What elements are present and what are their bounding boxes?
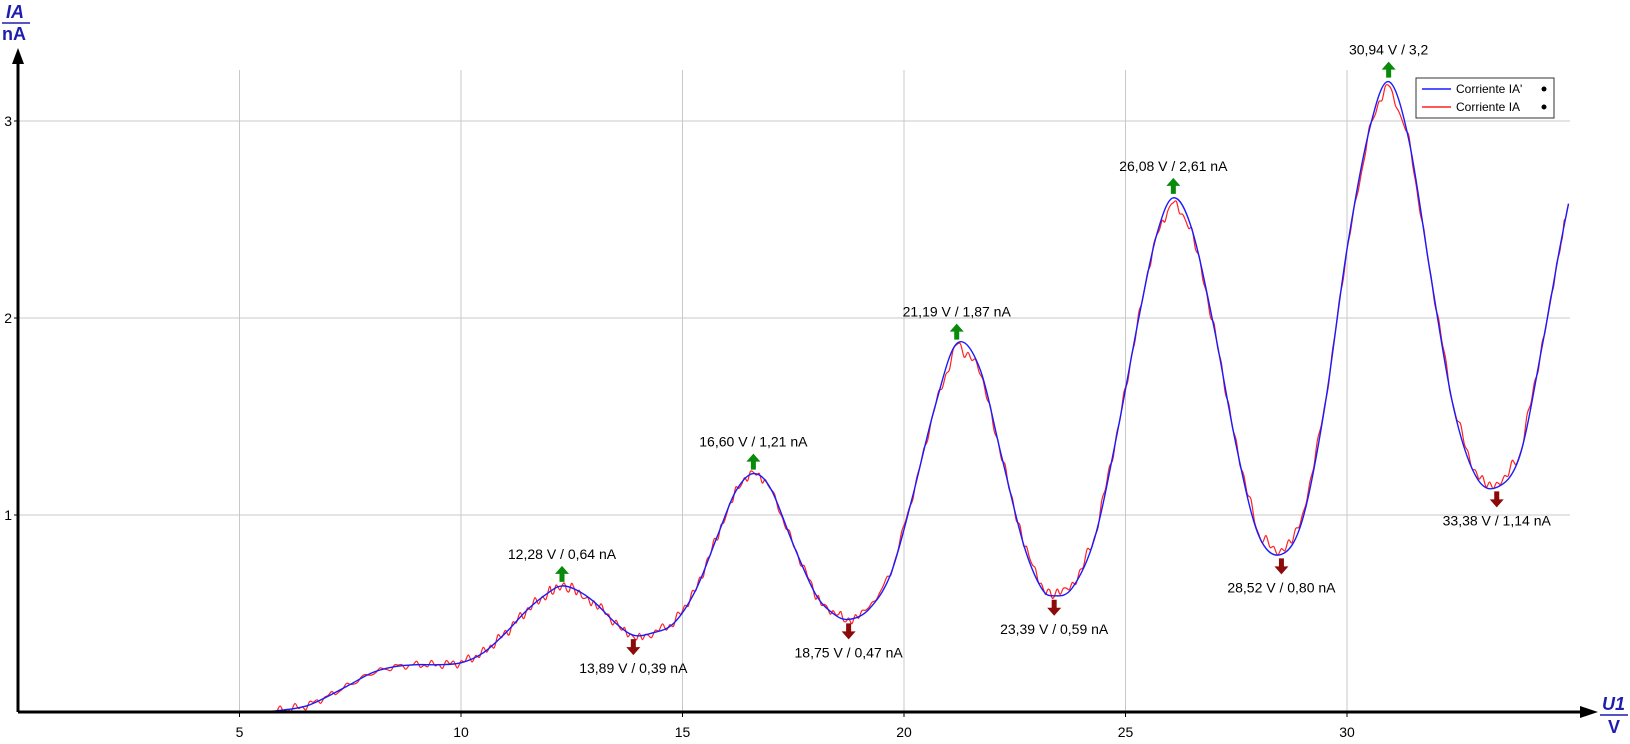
x-tick-labels: 5 10 15 20 25 30 xyxy=(236,712,1355,740)
annotation-label: 23,39 V / 0,59 nA xyxy=(1000,621,1109,637)
max-annotation: 12,28 V / 0,64 nA xyxy=(508,546,617,582)
x-tick-label: 5 xyxy=(236,724,244,740)
arrow-down-icon xyxy=(1274,558,1289,575)
axes xyxy=(12,48,1598,718)
max-annotation: 30,94 V / 3,2 xyxy=(1349,42,1429,78)
grid xyxy=(18,70,1570,712)
arrow-up-icon xyxy=(1381,61,1396,78)
y-axis-unit: nA xyxy=(2,24,26,44)
series-line-corriente-ia-prime xyxy=(18,80,1570,713)
legend-dot-icon xyxy=(1541,104,1547,110)
y-tick-label: 3 xyxy=(4,113,12,129)
annotation-label: 30,94 V / 3,2 xyxy=(1349,42,1429,58)
min-annotation: 28,52 V / 0,80 nA xyxy=(1227,558,1336,595)
annotation-label: 18,75 V / 0,47 nA xyxy=(795,644,904,660)
min-annotation: 23,39 V / 0,59 nA xyxy=(1000,599,1109,637)
annotation-label: 33,38 V / 1,14 nA xyxy=(1443,512,1552,528)
y-axis-label: IA xyxy=(6,2,24,22)
legend: Corriente IA' Corriente IA xyxy=(1415,77,1555,119)
min-annotation: 18,75 V / 0,47 nA xyxy=(795,623,904,660)
y-tick-label: 1 xyxy=(4,507,12,523)
x-axis-arrow-icon xyxy=(1580,706,1598,718)
legend-label-0: Corriente IA' xyxy=(1456,82,1522,96)
peak-annotations: 12,28 V / 0,64 nA 13,89 V / 0,39 nA 16,60 … xyxy=(508,42,1552,677)
max-annotation: 16,60 V / 1,21 nA xyxy=(699,434,808,470)
legend-dot-icon xyxy=(1541,86,1547,92)
annotation-label: 12,28 V / 0,64 nA xyxy=(508,546,617,562)
x-axis-label: U1 xyxy=(1602,694,1625,714)
arrow-down-icon xyxy=(626,639,641,656)
legend-label-1: Corriente IA xyxy=(1456,100,1520,114)
annotation-label: 21,19 V / 1,87 nA xyxy=(903,304,1012,320)
min-annotation: 33,38 V / 1,14 nA xyxy=(1443,491,1552,528)
arrow-up-icon xyxy=(949,323,964,340)
arrow-up-icon xyxy=(746,453,761,470)
x-axis-unit: V xyxy=(1608,717,1620,737)
arrow-up-icon xyxy=(1166,177,1181,194)
min-annotation: 13,89 V / 0,39 nA xyxy=(579,639,688,676)
annotation-label: 28,52 V / 0,80 nA xyxy=(1227,579,1336,595)
series-line-corriente-ia xyxy=(18,83,1570,713)
max-annotation: 26,08 V / 2,61 nA xyxy=(1119,158,1228,194)
x-tick-label: 30 xyxy=(1339,724,1355,740)
annotation-label: 16,60 V / 1,21 nA xyxy=(699,434,808,450)
legend-box xyxy=(1415,77,1555,119)
max-annotation: 21,19 V / 1,87 nA xyxy=(903,304,1012,340)
arrow-up-icon xyxy=(555,565,570,582)
y-tick-label: 2 xyxy=(4,310,12,326)
y-tick-labels: 1 2 3 xyxy=(4,113,18,523)
series-lines xyxy=(18,80,1570,713)
arrow-down-icon xyxy=(841,623,856,640)
x-tick-label: 20 xyxy=(896,724,912,740)
annotation-label: 26,08 V / 2,61 nA xyxy=(1119,158,1228,174)
x-tick-label: 25 xyxy=(1118,724,1134,740)
annotation-label: 13,89 V / 0,39 nA xyxy=(579,660,688,676)
y-axis-arrow-icon xyxy=(12,48,24,64)
arrow-down-icon xyxy=(1047,599,1062,616)
x-tick-label: 10 xyxy=(453,724,469,740)
arrow-down-icon xyxy=(1489,491,1504,508)
x-tick-label: 15 xyxy=(675,724,691,740)
